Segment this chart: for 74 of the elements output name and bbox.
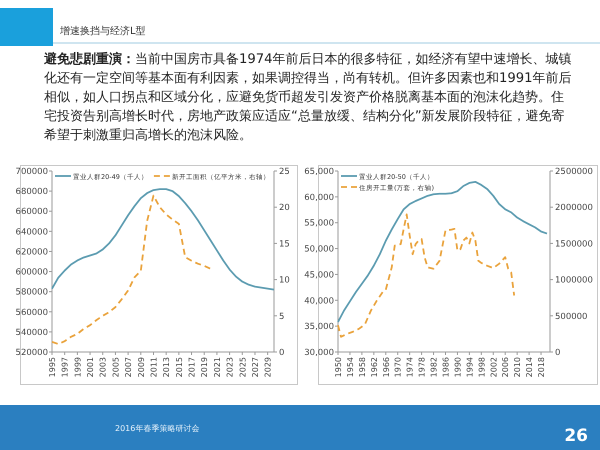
y2-tick-label: 0 bbox=[555, 348, 560, 358]
y-tick-label: 65,000 bbox=[304, 167, 334, 177]
text: 增速换挡与经济L型 bbox=[59, 25, 146, 37]
x-tick-label: 2018 bbox=[537, 357, 546, 378]
y2-tick-label: 20 bbox=[279, 203, 290, 214]
x-tick-label: 2015 bbox=[174, 357, 184, 378]
line-series bbox=[51, 194, 212, 345]
x-tick-label: 1978 bbox=[418, 357, 427, 378]
y-tick-label: 540000 bbox=[16, 328, 48, 338]
y2-tick-label: 2500000 bbox=[555, 167, 593, 177]
x-tick-label: 1995 bbox=[48, 357, 57, 378]
x-tick-label: 2027 bbox=[250, 357, 260, 378]
y-tick-label: 55,000 bbox=[304, 218, 334, 229]
y-tick-label: 50,000 bbox=[304, 244, 334, 255]
x-tick-label: 2010 bbox=[513, 357, 522, 378]
y2-tick-label: 5 bbox=[279, 312, 284, 322]
y-tick-label: 580000 bbox=[16, 288, 48, 298]
x-tick-label: 2021 bbox=[212, 357, 222, 378]
y2-tick-label: 25 bbox=[279, 167, 290, 177]
y2-tick-label: 15 bbox=[279, 239, 290, 250]
y-tick-label: 600000 bbox=[16, 268, 48, 278]
y-tick-label: 620000 bbox=[16, 247, 48, 258]
y-tick-label: 520000 bbox=[16, 348, 48, 358]
x-tick-label: 2005 bbox=[111, 357, 120, 378]
x-tick-label: 1962 bbox=[370, 357, 379, 378]
y-tick-label: 40,000 bbox=[304, 296, 334, 306]
y2-tick-label: 500000 bbox=[555, 312, 588, 322]
x-tick-label: 1954 bbox=[346, 357, 355, 378]
x-tick-label: 2002 bbox=[489, 357, 498, 378]
y-tick-label: 35,000 bbox=[304, 322, 334, 332]
text: 避免悲剧重演：当前中国房市具备1974年前后日本的很多特征，如经济有望中速增长、城镇化还有一定空间等基本面有利因素，如果调控得当，尚有转机。但许多因素也和1991年前后相似，如人口拐点和区域分化，应避免货币超发引发资产价格脱离基本面的泡沫化趋势。住宅投资告别高增长时代，房地产政策应适应“总量放缓、结构分化”新发展阶段特征，避免寄希望于刺激重归高增长的泡沫风险。 bbox=[44, 50, 572, 145]
x-tick-label: 2009 bbox=[136, 357, 146, 378]
x-tick-label: 1990 bbox=[453, 357, 462, 378]
line-series bbox=[51, 188, 275, 291]
y-tick-label: 700000 bbox=[16, 167, 48, 177]
x-tick-label: 2011 bbox=[149, 357, 158, 378]
x-tick-label: 2013 bbox=[162, 357, 172, 378]
line-series bbox=[337, 214, 516, 338]
x-tick-label: 1997 bbox=[60, 357, 70, 378]
text: 26 bbox=[564, 426, 588, 446]
y-tick-label: 30,000 bbox=[304, 348, 334, 358]
y-tick-label: 660000 bbox=[16, 207, 48, 218]
x-tick-label: 2014 bbox=[525, 357, 534, 378]
x-tick-label: 2017 bbox=[188, 357, 197, 378]
x-tick-label: 2029 bbox=[264, 357, 273, 378]
x-tick-label: 2003 bbox=[98, 357, 108, 378]
x-tick-label: 2007 bbox=[124, 357, 134, 378]
y-tick-label: 45,000 bbox=[304, 270, 334, 280]
x-tick-label: 1982 bbox=[430, 357, 439, 378]
x-tick-label: 1994 bbox=[465, 357, 474, 378]
y2-tick-label: 1000000 bbox=[555, 276, 593, 286]
x-tick-label: 1970 bbox=[394, 357, 403, 378]
x-tick-label: 1999 bbox=[73, 357, 82, 378]
x-tick-label: 2025 bbox=[238, 357, 248, 378]
y-tick-label: 640000 bbox=[16, 227, 48, 238]
line-series bbox=[337, 180, 548, 323]
y2-tick-label: 2000000 bbox=[555, 203, 593, 214]
x-tick-label: 2023 bbox=[226, 357, 235, 378]
x-tick-label: 2019 bbox=[200, 357, 210, 378]
x-tick-label: 1950 bbox=[334, 357, 343, 378]
text: 2016年春季策略研讨会 bbox=[115, 424, 200, 433]
y2-tick-label: 10 bbox=[279, 276, 290, 286]
x-tick-label: 1986 bbox=[441, 357, 450, 378]
x-tick-label: 2001 bbox=[86, 357, 96, 378]
x-tick-label: 2006 bbox=[501, 357, 510, 378]
x-tick-label: 1974 bbox=[406, 357, 415, 378]
y-tick-label: 560000 bbox=[16, 308, 48, 318]
y-tick-label: 680000 bbox=[16, 187, 48, 198]
y2-tick-label: 1500000 bbox=[555, 239, 593, 250]
x-tick-label: 1958 bbox=[358, 357, 367, 378]
y2-tick-label: 0 bbox=[279, 348, 284, 358]
x-tick-label: 1966 bbox=[382, 357, 391, 378]
y-tick-label: 60,000 bbox=[304, 192, 334, 203]
x-tick-label: 1998 bbox=[477, 357, 486, 378]
